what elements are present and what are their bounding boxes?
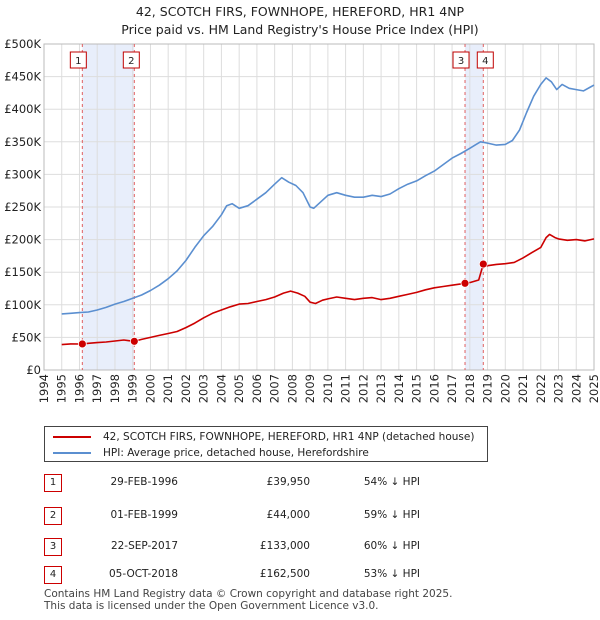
y-tick-label: £450K: [4, 70, 41, 84]
transaction-date: 22-SEP-2017: [110, 540, 178, 552]
y-tick-label: £250K: [4, 200, 41, 214]
footer: Contains HM Land Registry data © Crown c…: [44, 588, 452, 612]
x-tick-label: 2000: [143, 374, 157, 403]
x-tick-label: 2010: [321, 374, 335, 403]
transaction-number: 3: [44, 538, 62, 556]
x-tick-label: 1999: [126, 374, 140, 403]
y-tick-label: £400K: [4, 102, 41, 116]
y-tick-label: £150K: [4, 265, 41, 279]
x-tick-label: 2012: [356, 374, 370, 403]
transaction-hpi-diff: 59% ↓ HPI: [363, 509, 420, 521]
transaction-dot: [129, 336, 139, 346]
price-chart: 1 2 3 4 £0 £50K £100K £150K £200K £250K £300K £350K…: [4, 37, 600, 403]
x-tick-label: 2015: [410, 374, 424, 403]
plot-border: [43, 43, 595, 371]
transaction-label-number: 1: [75, 56, 81, 67]
y-tick-label: £500K: [4, 37, 41, 51]
x-tick-label: 1998: [108, 374, 122, 403]
legend-label-hpi: HPI: Average price, detached house, Here…: [103, 446, 369, 459]
x-tick-label: 2009: [303, 374, 317, 403]
x-tick-label: 2016: [427, 374, 441, 403]
y-tick-label: £300K: [4, 167, 41, 181]
transaction-dot: [77, 339, 87, 349]
transaction-label-box: [69, 51, 87, 69]
legend-label-property: 42, SCOTCH FIRS, FOWNHOPE, HEREFORD, HR1…: [103, 430, 475, 443]
transaction-label-number: 4: [482, 56, 488, 67]
x-tick-label: 2024: [569, 374, 583, 403]
x-tick-label: 2022: [534, 374, 548, 403]
property-price-line: [61, 233, 595, 346]
y-tick-label: £100K: [4, 298, 41, 312]
transaction-number: 1: [44, 474, 62, 492]
transaction-label-number: 3: [458, 56, 464, 67]
y-tick-label: £0: [26, 363, 41, 377]
x-tick-label: 2013: [374, 374, 388, 403]
x-tick-label: 2023: [552, 374, 566, 403]
legend-line-hpi: [53, 451, 91, 454]
transaction-row: 2 01-FEB-1999 £44,000 59% ↓ HPI: [44, 507, 464, 525]
transaction-price: £44,000: [266, 509, 310, 521]
legend-item-property: 42, SCOTCH FIRS, FOWNHOPE, HEREFORD, HR1…: [53, 429, 474, 444]
transaction-label-box: [452, 51, 470, 69]
transaction-date: 05-OCT-2018: [109, 568, 178, 580]
footer-license: This data is licensed under the Open Gov…: [44, 600, 379, 612]
transaction-number: 4: [44, 566, 62, 584]
x-tick-label: 1996: [72, 374, 86, 403]
x-tick-label: 2006: [250, 374, 264, 403]
transaction-price: £39,950: [266, 476, 310, 488]
x-tick-label: 2017: [445, 374, 459, 403]
x-tick-label: 2007: [268, 374, 282, 403]
x-tick-label: 2008: [285, 374, 299, 403]
x-tick-label: 2011: [339, 374, 353, 403]
transaction-number: 2: [44, 507, 62, 525]
x-tick-label: 2001: [161, 374, 175, 403]
y-tick-label: £350K: [4, 135, 41, 149]
chart-title: 42, SCOTCH FIRS, FOWNHOPE, HEREFORD, HR1…: [135, 4, 465, 19]
transaction-label-number: 2: [128, 56, 134, 67]
chart-subtitle: Price paid vs. HM Land Registry's House …: [121, 22, 479, 37]
footer-copyright: Contains HM Land Registry data © Crown c…: [44, 588, 453, 600]
legend-item-hpi: HPI: Average price, detached house, Here…: [53, 445, 369, 460]
x-tick-label: 2002: [179, 374, 193, 403]
transaction-date: 29-FEB-1996: [110, 476, 178, 488]
x-tick-label: 2021: [516, 374, 530, 403]
hpi-line: [61, 77, 595, 315]
transaction-dot: [460, 278, 470, 288]
legend-line-property: [53, 435, 91, 438]
transaction-hpi-diff: 60% ↓ HPI: [363, 540, 420, 552]
y-tick-label: £50K: [12, 330, 42, 344]
x-tick-label: 2018: [463, 374, 477, 403]
x-tick-label: 1997: [90, 374, 104, 403]
x-tick-label: 1994: [37, 374, 51, 403]
legend: 42, SCOTCH FIRS, FOWNHOPE, HEREFORD, HR1…: [44, 426, 488, 462]
transaction-hpi-diff: 53% ↓ HPI: [363, 568, 420, 580]
x-tick-label: 1995: [55, 374, 69, 403]
transaction-price: £162,500: [259, 568, 310, 580]
transaction-row: 4 05-OCT-2018 £162,500 53% ↓ HPI: [44, 566, 464, 584]
x-tick-label: 2003: [197, 374, 211, 403]
transaction-row: 1 29-FEB-1996 £39,950 54% ↓ HPI: [44, 474, 464, 492]
transaction-label-box: [476, 51, 494, 69]
x-tick-label: 2019: [481, 374, 495, 403]
transaction-row: 3 22-SEP-2017 £133,000 60% ↓ HPI: [44, 538, 464, 556]
x-tick-label: 2020: [498, 374, 512, 403]
transaction-dot: [478, 259, 488, 269]
transaction-label-box: [122, 51, 140, 69]
x-tick-label: 2014: [392, 374, 406, 403]
transaction-hpi-diff: 54% ↓ HPI: [363, 476, 420, 488]
x-tick-label: 2004: [214, 374, 228, 403]
x-tick-label: 2005: [232, 374, 246, 403]
transaction-date: 01-FEB-1999: [110, 509, 178, 521]
x-tick-label: 2025: [587, 374, 600, 403]
y-tick-label: £200K: [4, 233, 41, 247]
transaction-price: £133,000: [259, 540, 310, 552]
